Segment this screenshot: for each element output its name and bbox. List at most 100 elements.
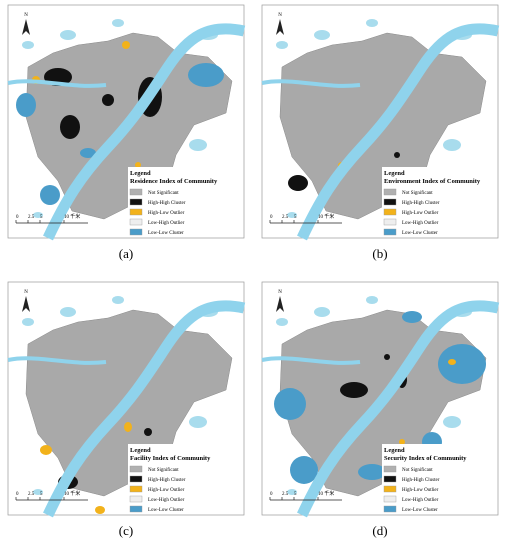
lake xyxy=(112,19,124,27)
legend-swatch xyxy=(129,218,143,226)
caption: (b) xyxy=(372,246,387,261)
lake xyxy=(287,489,297,495)
legend-label: High-Low Outlier xyxy=(148,488,185,493)
scale-label: 5 xyxy=(40,215,43,220)
scale-label: 2.5 xyxy=(28,215,35,220)
legend-label: Low-High Outlier xyxy=(402,498,439,503)
legend-box xyxy=(128,167,243,237)
legend-swatch xyxy=(383,228,397,236)
legend-label: High-Low Outlier xyxy=(402,488,439,493)
river xyxy=(261,79,361,88)
river xyxy=(43,23,246,241)
lake xyxy=(443,416,461,428)
scale-label: 10 千米 xyxy=(318,490,334,497)
scale-label: 0 xyxy=(16,492,19,497)
legend-label: Not Significant xyxy=(402,191,433,196)
scale-label: 0 xyxy=(270,215,273,220)
legend-title: Facility Index of Community xyxy=(130,455,211,462)
legend-swatch xyxy=(383,218,397,226)
legend-label: Not Significant xyxy=(148,468,179,473)
legend-title: Environment Index of Community xyxy=(384,178,481,185)
river xyxy=(7,356,107,365)
north-label: N xyxy=(24,13,28,18)
lake xyxy=(112,296,124,304)
caption: (c) xyxy=(119,523,133,538)
legend-swatch xyxy=(383,505,397,513)
legend-label: Low-High Outlier xyxy=(402,221,439,226)
low-low-area xyxy=(438,344,486,384)
high-high-area xyxy=(394,152,400,158)
legend-swatch xyxy=(129,198,143,206)
low-low-area xyxy=(40,185,60,205)
legend-label: High-High Cluster xyxy=(402,201,440,206)
low-low-area xyxy=(80,148,96,158)
legend-swatch xyxy=(129,495,143,503)
legend-box xyxy=(382,167,497,237)
high-low-area xyxy=(122,41,130,49)
river xyxy=(7,79,107,88)
legend-label: High-Low Outlier xyxy=(402,211,439,216)
legend-label: High-High Cluster xyxy=(148,201,186,206)
lake xyxy=(189,416,207,428)
legend-label: Low-Low Cluster xyxy=(402,508,438,513)
lake xyxy=(33,212,43,218)
lake xyxy=(60,30,76,40)
north-arrow xyxy=(22,19,30,35)
legend-swatch xyxy=(129,505,143,513)
legend-label: Low-High Outlier xyxy=(148,498,185,503)
river xyxy=(297,300,500,518)
scale-label: 5 xyxy=(294,215,297,220)
low-low-area xyxy=(290,456,318,484)
high-high-area xyxy=(60,115,80,139)
legend-title: Security Index of Community xyxy=(384,455,467,462)
scale-label: 5 xyxy=(294,492,297,497)
high-high-area xyxy=(384,354,390,360)
north-label: N xyxy=(278,13,282,18)
scale-label: 2.5 xyxy=(282,492,289,497)
legend-heading: Legend xyxy=(130,170,151,177)
legend-swatch xyxy=(383,208,397,216)
low-low-area xyxy=(402,311,422,323)
high-high-area xyxy=(144,428,152,436)
scale-label: 0 xyxy=(270,492,273,497)
lake xyxy=(276,318,288,326)
north-arrow xyxy=(276,19,284,35)
low-low-area xyxy=(188,63,224,87)
legend-swatch xyxy=(129,465,143,473)
caption: (d) xyxy=(372,523,387,538)
legend-swatch xyxy=(129,228,143,236)
lake xyxy=(276,41,288,49)
caption: (a) xyxy=(119,246,133,261)
legend-swatch xyxy=(383,465,397,473)
high-low-area xyxy=(399,439,405,445)
river xyxy=(261,356,361,365)
legend-label: Low-High Outlier xyxy=(148,221,185,226)
legend-swatch xyxy=(383,198,397,206)
high-high-area xyxy=(102,94,114,106)
legend-swatch xyxy=(383,495,397,503)
north-label: N xyxy=(24,290,28,295)
legend-label: Not Significant xyxy=(402,468,433,473)
low-low-area xyxy=(16,93,36,117)
lake xyxy=(314,30,330,40)
lake xyxy=(443,139,461,151)
scale-label: 0 xyxy=(16,215,19,220)
high-low-area xyxy=(124,422,132,432)
legend-swatch xyxy=(129,475,143,483)
legend-label: Low-Low Cluster xyxy=(148,231,184,236)
lake xyxy=(314,307,330,317)
legend-swatch xyxy=(129,208,143,216)
legend-swatch xyxy=(129,485,143,493)
legend-swatch xyxy=(383,485,397,493)
scale-label: 10 千米 xyxy=(318,213,334,220)
high-high-area xyxy=(288,175,308,191)
legend-label: Low-Low Cluster xyxy=(402,231,438,236)
river xyxy=(297,23,500,241)
scale-label: 2.5 xyxy=(28,492,35,497)
lake xyxy=(366,19,378,27)
north-arrow xyxy=(276,296,284,312)
